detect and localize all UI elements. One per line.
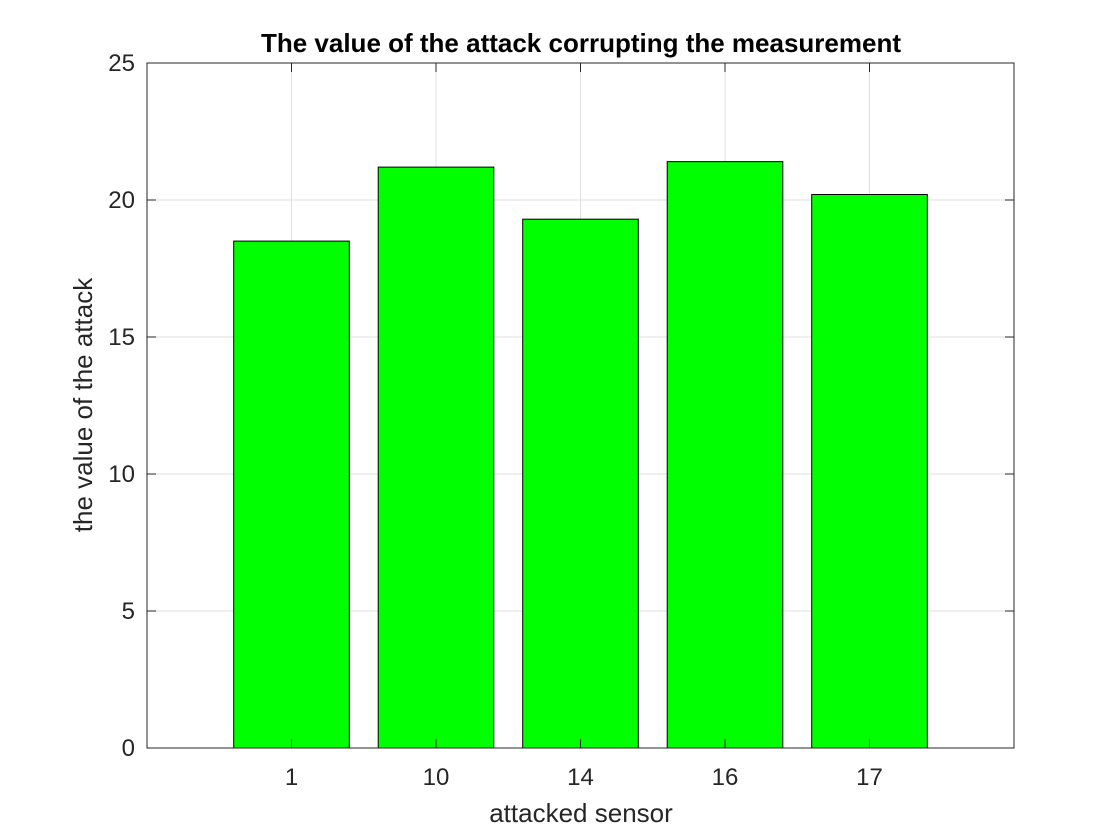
x-tick-label: 17: [856, 764, 883, 791]
x-tick-label: 10: [423, 764, 450, 791]
bar-group: [233, 161, 928, 749]
bar-sensor-14: [522, 218, 639, 749]
y-tick-labels: 0 5 10 15 20 25: [108, 50, 135, 762]
bar-sensor-16: [666, 161, 784, 749]
y-tick-label: 10: [108, 461, 135, 488]
x-tick-label: 14: [567, 764, 594, 791]
chart-title: The value of the attack corrupting the m…: [261, 28, 901, 58]
y-tick-label: 0: [122, 735, 135, 762]
tick-marks: [147, 62, 1014, 749]
y-tick-label: 20: [108, 187, 135, 214]
bar-sensor-1: [233, 240, 350, 749]
y-axis-label: the value of the attack: [68, 277, 98, 532]
bar-sensor-10: [377, 166, 495, 749]
x-tick-label: 1: [285, 764, 298, 791]
x-axis-label: attacked sensor: [489, 798, 673, 828]
y-tick-label: 25: [108, 50, 135, 77]
y-tick-label: 15: [108, 324, 135, 351]
x-tick-labels: 1 10 14 16 17: [285, 764, 883, 791]
y-tick-label: 5: [122, 598, 135, 625]
bar-sensor-17: [811, 194, 928, 749]
x-tick-label: 16: [712, 764, 739, 791]
